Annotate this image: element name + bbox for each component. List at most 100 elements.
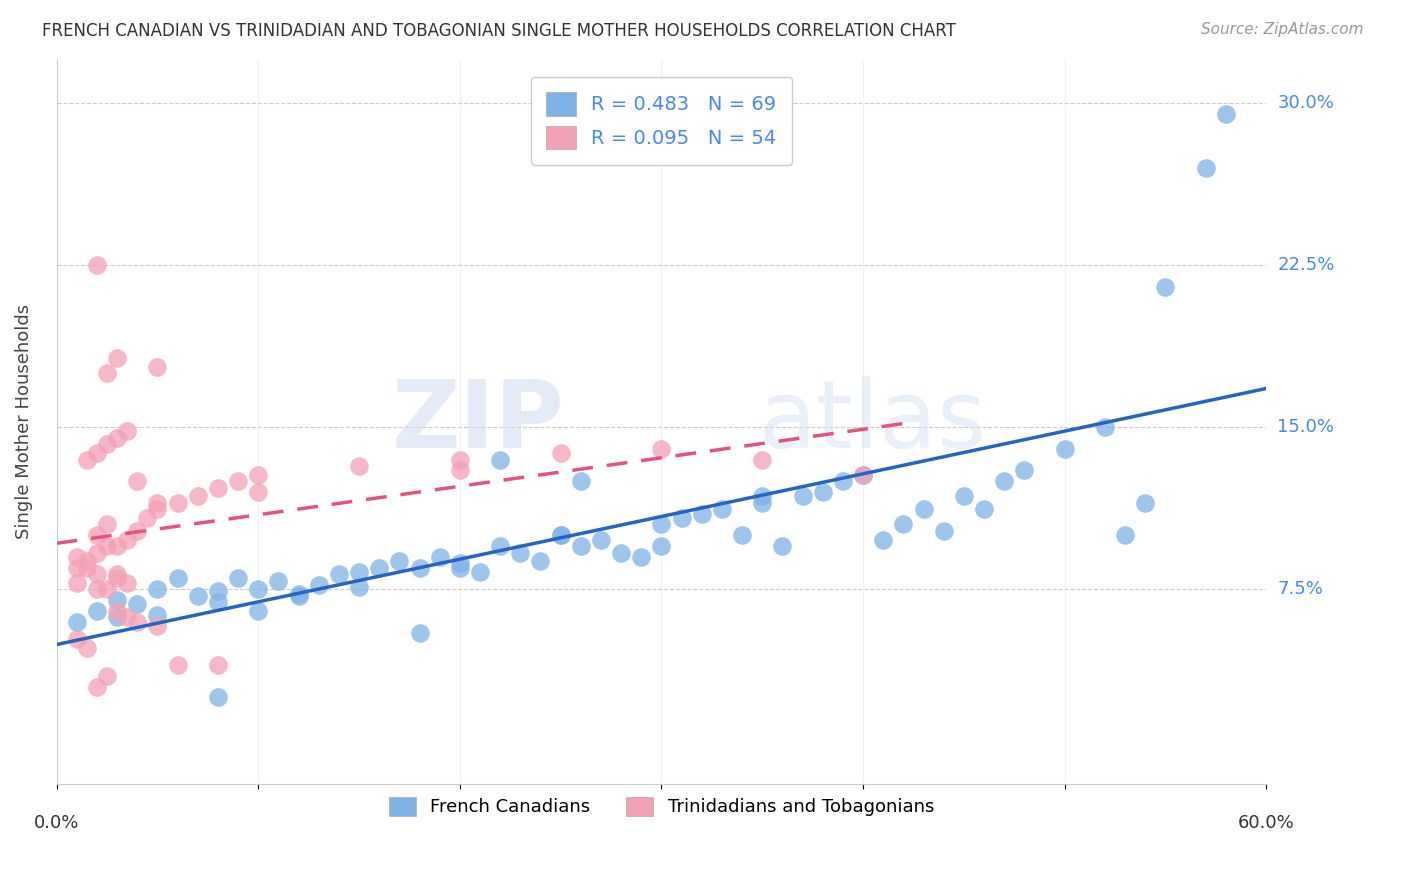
Point <box>509 545 531 559</box>
Point <box>267 574 290 588</box>
Point <box>650 517 672 532</box>
Point <box>207 481 229 495</box>
Point <box>1014 463 1036 477</box>
Point <box>1215 106 1237 120</box>
Point <box>650 442 672 456</box>
Point <box>207 595 229 609</box>
Text: 30.0%: 30.0% <box>1278 94 1334 112</box>
Point <box>388 554 411 568</box>
Point <box>86 528 108 542</box>
Point <box>489 539 512 553</box>
Point <box>671 511 693 525</box>
Point <box>96 539 118 553</box>
Point <box>105 604 128 618</box>
Point <box>912 502 935 516</box>
Point <box>1094 420 1116 434</box>
Point <box>993 474 1015 488</box>
Point <box>146 608 169 623</box>
Point <box>105 539 128 553</box>
Point <box>105 567 128 582</box>
Point <box>368 560 391 574</box>
Point <box>86 258 108 272</box>
Point <box>449 557 471 571</box>
Point <box>247 582 270 597</box>
Point <box>550 528 572 542</box>
Point <box>1114 528 1136 542</box>
Point <box>831 474 853 488</box>
Point <box>347 580 370 594</box>
Point <box>76 560 98 574</box>
Point <box>127 474 149 488</box>
Point <box>449 560 471 574</box>
Point <box>569 474 592 488</box>
Point <box>408 625 430 640</box>
Point <box>449 452 471 467</box>
Point <box>86 567 108 582</box>
Point <box>650 539 672 553</box>
Point <box>811 485 834 500</box>
Point <box>770 539 793 553</box>
Point <box>247 467 270 482</box>
Point <box>166 657 188 672</box>
Point <box>550 446 572 460</box>
Point <box>127 524 149 538</box>
Point <box>207 690 229 705</box>
Point <box>66 560 89 574</box>
Point <box>166 571 188 585</box>
Text: ZIP: ZIP <box>392 376 565 467</box>
Point <box>1154 279 1177 293</box>
Point <box>731 528 754 542</box>
Point <box>76 640 98 655</box>
Point <box>247 485 270 500</box>
Point <box>66 549 89 564</box>
Point <box>105 571 128 585</box>
Point <box>630 549 652 564</box>
Point <box>589 533 612 547</box>
Point <box>96 669 118 683</box>
Point <box>226 474 249 488</box>
Point <box>86 680 108 694</box>
Text: 22.5%: 22.5% <box>1278 256 1334 274</box>
Point <box>226 571 249 585</box>
Point <box>308 578 330 592</box>
Point <box>187 489 209 503</box>
Point <box>429 549 451 564</box>
Text: 60.0%: 60.0% <box>1237 814 1295 832</box>
Point <box>529 554 551 568</box>
Point <box>287 586 309 600</box>
Point <box>852 467 875 482</box>
Point <box>1053 442 1076 456</box>
Point <box>86 582 108 597</box>
Point <box>1135 496 1157 510</box>
Point <box>115 575 138 590</box>
Point <box>610 545 633 559</box>
Point <box>76 554 98 568</box>
Text: atlas: atlas <box>758 376 987 467</box>
Point <box>247 604 270 618</box>
Point <box>872 533 894 547</box>
Point <box>347 565 370 579</box>
Text: FRENCH CANADIAN VS TRINIDADIAN AND TOBAGONIAN SINGLE MOTHER HOUSEHOLDS CORRELATI: FRENCH CANADIAN VS TRINIDADIAN AND TOBAG… <box>42 22 956 40</box>
Point <box>287 589 309 603</box>
Point <box>408 560 430 574</box>
Point <box>96 517 118 532</box>
Point <box>953 489 976 503</box>
Point <box>449 463 471 477</box>
Point <box>751 452 773 467</box>
Point <box>115 610 138 624</box>
Point <box>127 615 149 629</box>
Point <box>96 582 118 597</box>
Point <box>489 452 512 467</box>
Point <box>852 467 875 482</box>
Point <box>569 539 592 553</box>
Point <box>973 502 995 516</box>
Point <box>146 619 169 633</box>
Point <box>893 517 915 532</box>
Point <box>127 598 149 612</box>
Point <box>751 496 773 510</box>
Point <box>66 632 89 646</box>
Point <box>136 511 159 525</box>
Point <box>86 604 108 618</box>
Point <box>1195 161 1218 175</box>
Point <box>66 575 89 590</box>
